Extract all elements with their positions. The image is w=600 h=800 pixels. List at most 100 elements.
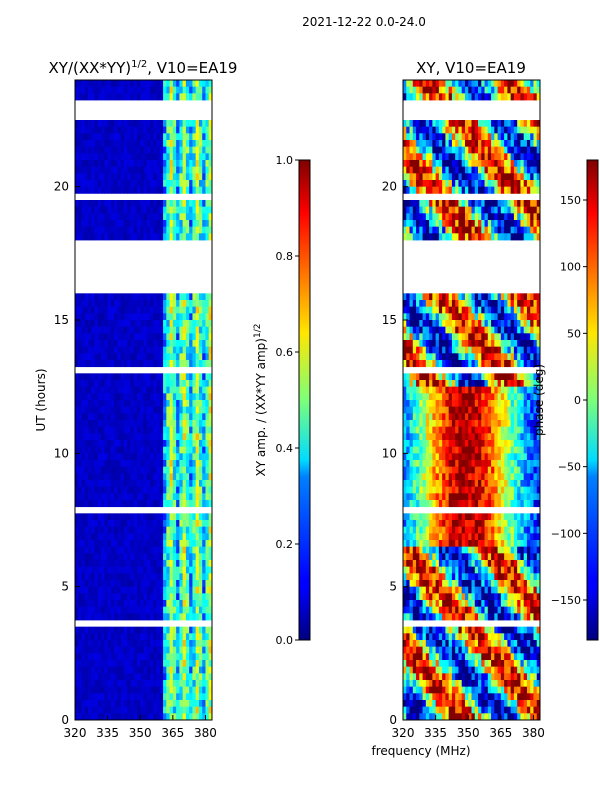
heatmap-cell	[94, 713, 99, 721]
heatmap-cell	[159, 626, 164, 634]
heatmap-cell	[156, 413, 161, 421]
heatmap-cell	[172, 173, 177, 181]
heatmap-cell	[491, 140, 495, 148]
heatmap-cell	[136, 673, 141, 681]
heatmap-cell	[429, 186, 433, 194]
heatmap-cell	[94, 346, 99, 354]
heatmap-cell	[123, 400, 128, 408]
heatmap-cell	[442, 380, 446, 388]
heatmap-cell	[504, 380, 508, 388]
heatmap-cell	[140, 426, 144, 434]
heatmap-cell	[416, 360, 420, 368]
heatmap-cell	[455, 126, 459, 134]
heatmap-cell	[536, 140, 541, 148]
heatmap-cell	[136, 633, 141, 641]
heatmap-cell	[114, 440, 118, 448]
heatmap-cell	[153, 553, 157, 561]
heatmap-cell	[136, 173, 141, 181]
heatmap-cell	[110, 606, 115, 614]
heatmap-cell	[133, 666, 138, 674]
heatmap-cell	[507, 213, 512, 221]
heatmap-cell	[84, 480, 89, 488]
heatmap-cell	[114, 420, 118, 428]
heatmap-cell	[419, 93, 423, 101]
heatmap-cell	[491, 306, 495, 314]
heatmap-cell	[97, 153, 102, 161]
heatmap-cell	[146, 353, 151, 361]
heatmap-cell	[88, 340, 92, 348]
heatmap-cell	[133, 133, 138, 141]
heatmap-cell	[523, 320, 528, 328]
heatmap-cell	[195, 493, 200, 501]
heatmap-cell	[182, 593, 187, 601]
heatmap-cell	[156, 160, 161, 168]
heatmap-cell	[172, 373, 177, 381]
heatmap-cell	[169, 320, 174, 328]
heatmap-cell	[438, 360, 443, 368]
heatmap-cell	[159, 500, 164, 508]
heatmap-cell	[432, 173, 437, 181]
heatmap-cell	[153, 93, 157, 101]
heatmap-cell	[189, 413, 193, 421]
heatmap-cell	[169, 646, 174, 654]
heatmap-cell	[120, 693, 125, 701]
heatmap-cell	[143, 626, 148, 634]
heatmap-cell	[179, 426, 184, 434]
heatmap-cell	[94, 473, 99, 481]
heatmap-cell	[97, 546, 102, 554]
heatmap-cell	[172, 86, 177, 94]
heatmap-cell	[88, 500, 92, 508]
heatmap-cell	[461, 226, 466, 234]
heatmap-cell	[97, 673, 102, 681]
heatmap-cell	[114, 293, 118, 301]
heatmap-cell	[192, 480, 197, 488]
heatmap-cell	[133, 340, 138, 348]
heatmap-cell	[192, 406, 197, 414]
heatmap-cell	[416, 180, 420, 188]
heatmap-cell	[78, 560, 82, 568]
heatmap-cell	[120, 606, 125, 614]
heatmap-cell	[198, 686, 203, 694]
heatmap-cell	[172, 160, 177, 168]
heatmap-cell	[117, 540, 122, 548]
heatmap-cell	[104, 700, 109, 708]
heatmap-cell	[159, 326, 164, 334]
heatmap-cell	[182, 553, 187, 561]
heatmap-cell	[412, 166, 417, 174]
heatmap-cell	[97, 613, 102, 621]
heatmap-cell	[123, 80, 128, 88]
heatmap-cell	[526, 93, 531, 101]
heatmap-cell	[143, 713, 148, 721]
heatmap-cell	[520, 133, 525, 141]
heatmap-cell	[169, 466, 174, 474]
heatmap-cell	[94, 173, 99, 181]
heatmap-cell	[120, 166, 125, 174]
heatmap-cell	[75, 413, 79, 421]
heatmap-cell	[202, 460, 206, 468]
heatmap-cell	[189, 173, 193, 181]
heatmap-cell	[468, 133, 472, 141]
heatmap-cell	[110, 613, 115, 621]
heatmap-cell	[94, 500, 99, 508]
heatmap-cell	[78, 360, 82, 368]
heatmap-cell	[127, 440, 131, 448]
heatmap-cell	[510, 326, 515, 334]
heatmap-cell	[97, 500, 102, 508]
heatmap-cell	[500, 166, 505, 174]
heatmap-cell	[504, 353, 508, 361]
heatmap-cell	[78, 173, 82, 181]
heatmap-cell	[143, 326, 148, 334]
heatmap-cell	[500, 120, 505, 128]
heatmap-cell	[192, 173, 197, 181]
heatmap-cell	[468, 220, 472, 228]
heatmap-cell	[412, 120, 417, 128]
heatmap-cell	[136, 373, 141, 381]
heatmap-cell	[117, 653, 122, 661]
heatmap-cell	[520, 373, 525, 381]
heatmap-cell	[513, 406, 518, 414]
heatmap-cell	[156, 673, 161, 681]
heatmap-cell	[150, 373, 154, 381]
heatmap-cell	[163, 433, 167, 441]
heatmap-cell	[110, 586, 115, 594]
heatmap-cell	[455, 200, 459, 208]
